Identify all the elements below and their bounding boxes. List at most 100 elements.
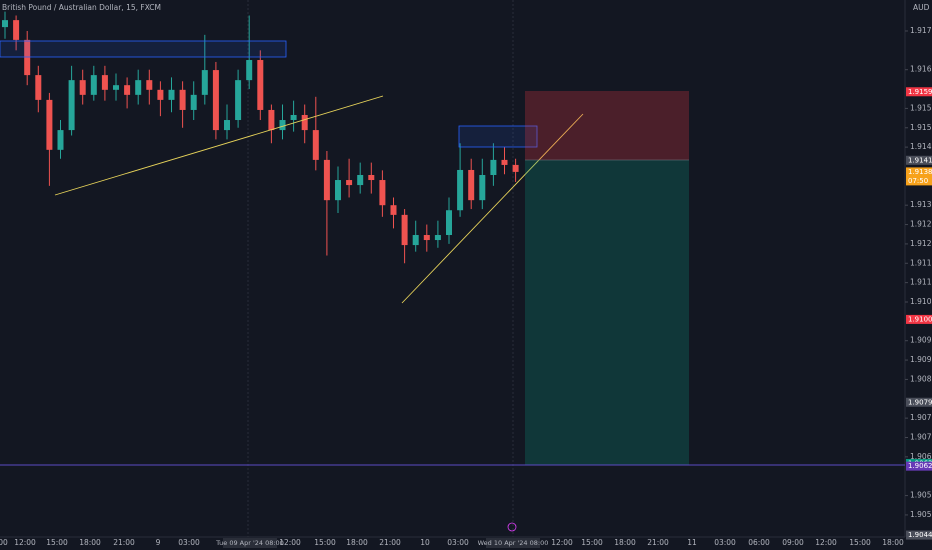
x-tick-label: 18:00: [614, 538, 636, 547]
y-tick-label: 1.91050: [910, 297, 932, 306]
x-tick-label: 12:00: [279, 538, 301, 547]
candle-body: [90, 75, 97, 95]
price-tag-label: 1.90626: [908, 462, 932, 470]
y-tick-label: 1.90550: [910, 491, 932, 500]
price-tag: [906, 461, 932, 471]
y-tick-label: 1.91750: [910, 26, 932, 35]
price-tag: [906, 314, 932, 324]
crosshair-tag: [223, 538, 277, 548]
y-tick-label: 1.91450: [910, 142, 932, 151]
x-tick-label: 18:00: [882, 538, 904, 547]
y-tick-label: 1.91150: [910, 258, 932, 267]
y-tick-label: 1.90900: [910, 355, 932, 364]
y-tick-label: 1.90950: [910, 336, 932, 345]
price-tag: [906, 530, 932, 540]
candle-body: [368, 174, 375, 181]
candle-body: [346, 180, 353, 186]
x-tick-label: 15:00: [581, 538, 603, 547]
x-tick-label: 15:00: [849, 538, 871, 547]
candle-body: [290, 114, 297, 121]
price-tag: [906, 397, 932, 407]
y-tick-label: 1.91650: [910, 65, 932, 74]
crosshair-tag: [486, 538, 540, 548]
candle-body: [479, 174, 486, 201]
candle-body: [224, 120, 230, 131]
x-tick-label: 18:00: [79, 538, 101, 547]
x-tick-label: 10: [420, 538, 430, 547]
candle-body: [335, 180, 341, 201]
candle-body: [13, 20, 20, 40]
plot: [2, 11, 519, 264]
x-tick-label: 9: [156, 538, 161, 547]
candle-body: [201, 70, 208, 95]
candle-body: [268, 109, 275, 131]
crosshair-label: Wed 10 Apr '24 08:00: [478, 539, 549, 547]
candle-body: [57, 130, 64, 150]
candle-body: [323, 159, 330, 201]
price-tag-label: 1.91386: [908, 168, 932, 176]
candle-body: [446, 210, 452, 236]
x-tick-label: 15:00: [46, 538, 68, 547]
y-tick-label: 1.90750: [910, 413, 932, 422]
event-icon[interactable]: [507, 522, 517, 532]
x-tick-label: 09:00: [782, 538, 804, 547]
trend-line: [54, 95, 384, 196]
trend-line: [401, 113, 584, 304]
candle-body: [124, 85, 131, 95]
candle-body: [501, 159, 508, 165]
candle-body: [490, 159, 497, 175]
x-tick-label: 00: [0, 538, 8, 547]
candle-body: [412, 235, 419, 246]
candle-body: [457, 169, 464, 211]
y-tick-label: 1.90500: [910, 510, 932, 519]
price-tag-label: 1.91416: [908, 156, 932, 164]
candle-body: [357, 174, 364, 186]
x-tick-label: 21:00: [113, 538, 135, 547]
x-tick-label: 06:00: [748, 538, 770, 547]
candle-body: [279, 120, 286, 131]
candle-body: [113, 85, 119, 90]
candle-body: [390, 205, 397, 215]
candle-body: [212, 70, 219, 131]
candle-body: [301, 114, 308, 131]
candle-body: [423, 235, 430, 241]
y-tick-label: 1.90700: [910, 432, 932, 441]
price-tag-label: 1.91005: [908, 315, 932, 323]
x-tick-label: 15:00: [314, 538, 336, 547]
candle-body: [190, 94, 197, 110]
y-tick-label: 1.91500: [910, 123, 932, 132]
x-tick-label: 11: [687, 538, 697, 547]
x-tick-label: 03:00: [714, 538, 736, 547]
candle-body: [379, 180, 386, 206]
candle-body: [68, 80, 75, 131]
y-tick-label: 1.91250: [910, 220, 932, 229]
zone-box: [0, 40, 287, 58]
candle-body: [434, 235, 441, 241]
symbol-title: British Pound / Australian Dollar, 15, F…: [2, 3, 161, 12]
candle-body: [35, 75, 42, 100]
candle-body: [235, 80, 242, 121]
candle-body: [401, 214, 408, 246]
crosshair-label: Tue 09 Apr '24 08:00: [215, 539, 284, 547]
x-tick-label: 03:00: [178, 538, 200, 547]
candle-body: [157, 89, 164, 100]
candle-body: [46, 99, 53, 150]
x-tick-label: 12:00: [14, 538, 36, 547]
y-tick-label: 1.91550: [910, 103, 932, 112]
candle-body: [312, 130, 319, 160]
zone-box: [458, 125, 538, 148]
candle-body: [468, 169, 475, 201]
candle-body: [246, 60, 253, 81]
price-tag: [906, 155, 932, 165]
price-tag-sub: 07:50: [908, 177, 928, 185]
candle-body: [146, 80, 153, 90]
y-tick-label: 1.91100: [910, 278, 932, 287]
candle-body: [168, 89, 175, 100]
x-tick-label: 21:00: [379, 538, 401, 547]
x-tick-label: 03:00: [447, 538, 469, 547]
target-zone: [525, 160, 689, 465]
price-tag: [906, 87, 932, 97]
